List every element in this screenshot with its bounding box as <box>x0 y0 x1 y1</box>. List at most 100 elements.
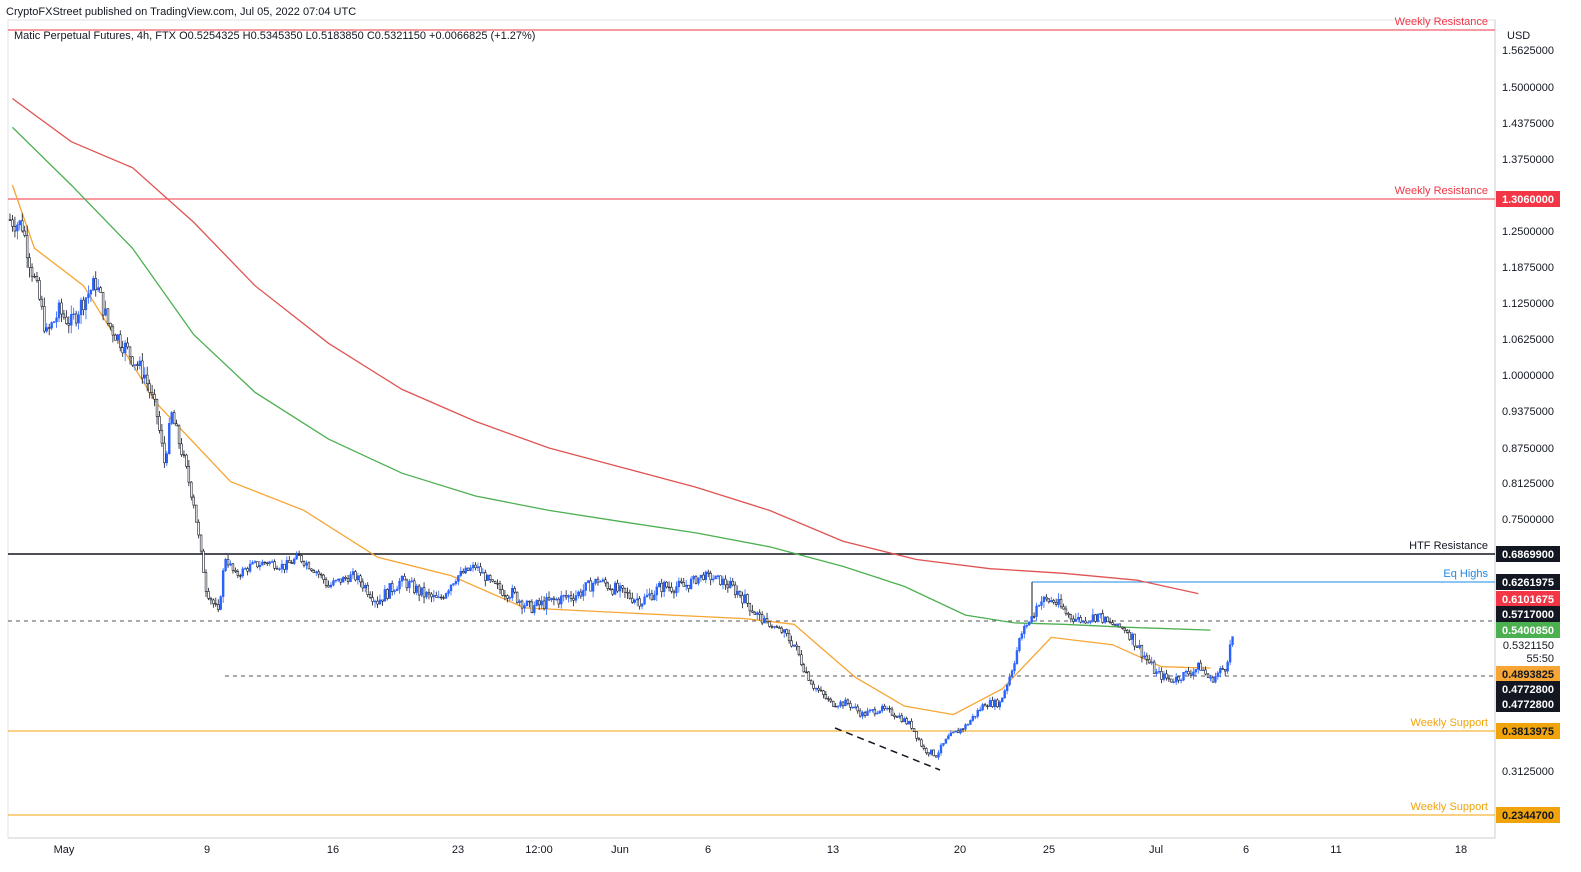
x-tick-label-8: 20 <box>954 844 966 856</box>
candle-body <box>1204 669 1207 675</box>
price-tag-12: 0.4772800 <box>1502 699 1554 711</box>
candle-body <box>648 593 651 596</box>
candle-body <box>317 571 320 575</box>
y-tick-label-3: 1.3750000 <box>1502 154 1554 166</box>
candle-body <box>907 721 911 725</box>
x-tick-label-0: May <box>54 844 75 856</box>
candle-body <box>760 614 764 624</box>
candle-body <box>1194 669 1198 673</box>
candle-body <box>1037 605 1041 607</box>
candle-body <box>956 730 960 734</box>
candle-body <box>1108 621 1112 623</box>
candle-body <box>721 578 725 585</box>
candle-body <box>444 593 448 599</box>
candle-body <box>925 748 928 754</box>
price-tag-box-3 <box>1496 723 1560 739</box>
candle-body <box>555 598 558 601</box>
x-tick-label-12: 11 <box>1330 844 1341 856</box>
candle-body <box>687 584 690 589</box>
x-tick-label-1: 9 <box>204 844 210 856</box>
candle-body <box>160 430 164 444</box>
candle-body <box>165 453 168 464</box>
candle-body <box>961 728 965 730</box>
candle-body <box>491 579 494 582</box>
candle-body <box>221 570 225 597</box>
candle-body <box>1211 677 1215 683</box>
candle-body <box>731 580 734 586</box>
candle-body <box>119 334 122 348</box>
candle-body <box>212 599 215 605</box>
candle-body <box>498 583 502 590</box>
candle-body <box>13 225 17 232</box>
candle-body <box>729 580 732 589</box>
candle-body <box>141 360 144 379</box>
candle-body <box>55 317 58 323</box>
candle-body <box>337 578 340 581</box>
candle-body <box>420 587 423 596</box>
candle-body <box>792 644 796 647</box>
candle-body <box>638 598 641 607</box>
candle-body <box>787 633 791 642</box>
candle-body <box>229 563 232 566</box>
candle-body <box>395 588 399 592</box>
candle-body <box>670 587 673 592</box>
candle-body <box>99 287 102 293</box>
candle-body <box>50 322 53 329</box>
candle-body <box>912 728 916 732</box>
candle-body <box>1165 673 1168 679</box>
candle-body <box>613 582 617 595</box>
candle-body <box>660 582 663 593</box>
candle-body <box>123 342 127 354</box>
candle-body <box>405 579 409 589</box>
candle-body <box>626 591 629 594</box>
candle-body <box>84 297 88 311</box>
y-tick-label-1: 1.5000000 <box>1502 82 1554 94</box>
candle-body <box>947 735 950 740</box>
candle-body <box>1123 627 1126 631</box>
candle-body <box>596 578 600 583</box>
candle-body <box>217 604 220 610</box>
candle-body <box>893 714 896 717</box>
candle-body <box>584 582 587 591</box>
candle-body <box>322 574 325 580</box>
ema-line-0 <box>11 184 1211 716</box>
candle-body <box>1155 671 1158 674</box>
candle-body <box>219 596 222 610</box>
candle-body <box>1025 624 1028 627</box>
candle-body <box>33 275 36 278</box>
y-tick-label-12: 0.7500000 <box>1502 514 1554 526</box>
candle-body <box>354 571 357 581</box>
candle-body <box>934 755 938 758</box>
candle-body <box>204 572 208 592</box>
candle-body <box>1140 644 1144 658</box>
candle-body <box>126 342 129 348</box>
candle-body <box>74 313 78 324</box>
candle-body <box>459 571 462 576</box>
candle-body <box>748 602 752 612</box>
price-tag-10: 0.4893825 <box>1502 669 1554 681</box>
candle-body <box>1152 661 1156 674</box>
candle-body <box>1157 671 1161 673</box>
candle-body <box>288 560 291 564</box>
price-tag-box-2 <box>1496 574 1560 590</box>
candle-body <box>795 644 798 647</box>
candle-body <box>454 581 458 584</box>
candle-body <box>631 597 634 603</box>
candle-body <box>43 306 46 332</box>
candle-body <box>435 595 438 598</box>
candle-body <box>479 566 482 573</box>
x-tick-label-3: 23 <box>452 844 464 856</box>
candle-body <box>462 571 465 574</box>
candle-body <box>324 579 328 586</box>
candle-body <box>1201 669 1205 672</box>
candle-body <box>136 364 139 366</box>
candle-body <box>640 603 644 607</box>
candle-body <box>1170 678 1173 683</box>
candle-body <box>873 709 877 715</box>
candle-body <box>268 561 271 564</box>
ohlc-legend: Matic Perpetual Futures, 4h, FTX O0.5254… <box>14 30 535 42</box>
candle-body <box>878 710 881 714</box>
candle-body <box>689 578 693 589</box>
candle-body <box>1020 633 1024 639</box>
